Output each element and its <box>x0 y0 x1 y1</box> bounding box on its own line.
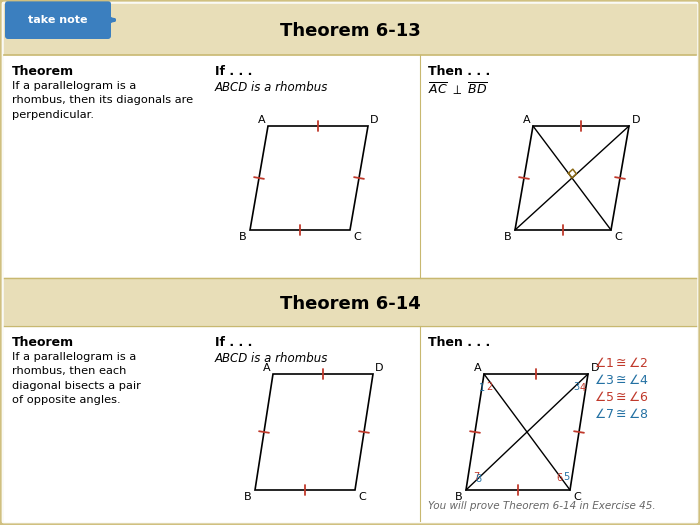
Text: B: B <box>239 232 247 242</box>
FancyBboxPatch shape <box>5 1 111 39</box>
Text: A: A <box>474 363 482 373</box>
Text: If . . .: If . . . <box>215 65 253 78</box>
Text: ABCD is a rhombus: ABCD is a rhombus <box>215 81 328 94</box>
Text: $\angle3 \cong \angle4$: $\angle3 \cong \angle4$ <box>594 373 649 387</box>
Text: 6: 6 <box>556 473 562 483</box>
Text: 2: 2 <box>486 382 492 392</box>
Text: C: C <box>353 232 361 242</box>
Text: $\angle7 \cong \angle8$: $\angle7 \cong \angle8$ <box>594 407 649 421</box>
Text: 5: 5 <box>563 472 569 482</box>
Text: If . . .: If . . . <box>215 336 253 349</box>
Text: Theorem 6-14: Theorem 6-14 <box>279 295 421 313</box>
Bar <box>4 4 696 55</box>
Text: D: D <box>631 115 640 125</box>
Text: Then . . .: Then . . . <box>428 65 490 78</box>
Text: 3: 3 <box>573 382 579 392</box>
Text: Theorem: Theorem <box>12 65 74 78</box>
Text: You will prove Theorem 6-14 in Exercise 45.: You will prove Theorem 6-14 in Exercise … <box>428 501 656 511</box>
Text: 8: 8 <box>475 474 481 484</box>
Text: C: C <box>573 492 581 502</box>
Text: $\angle1 \cong \angle2$: $\angle1 \cong \angle2$ <box>594 356 648 370</box>
Text: C: C <box>358 492 366 502</box>
Text: $\overline{AC}\ \perp\ \overline{BD}$: $\overline{AC}\ \perp\ \overline{BD}$ <box>428 82 488 98</box>
Text: 1: 1 <box>479 383 485 393</box>
Text: Then . . .: Then . . . <box>428 336 490 349</box>
Text: Theorem: Theorem <box>12 336 74 349</box>
Bar <box>4 278 696 326</box>
Text: A: A <box>263 363 271 373</box>
Text: If a parallelogram is a
rhombus, then its diagonals are
perpendicular.: If a parallelogram is a rhombus, then it… <box>12 81 193 120</box>
Text: D: D <box>370 115 378 125</box>
Text: take note: take note <box>28 15 88 25</box>
Text: 4: 4 <box>580 383 586 393</box>
Text: $\angle5 \cong \angle6$: $\angle5 \cong \angle6$ <box>594 390 649 404</box>
Text: B: B <box>244 492 252 502</box>
Text: A: A <box>523 115 531 125</box>
Bar <box>4 326 696 521</box>
Text: B: B <box>455 492 463 502</box>
Text: C: C <box>614 232 622 242</box>
Text: B: B <box>504 232 512 242</box>
Text: ABCD is a rhombus: ABCD is a rhombus <box>215 352 328 365</box>
Text: D: D <box>591 363 599 373</box>
Text: D: D <box>374 363 384 373</box>
Bar <box>4 55 696 278</box>
Text: A: A <box>258 115 266 125</box>
Text: 7: 7 <box>473 472 479 482</box>
Text: Theorem 6-13: Theorem 6-13 <box>279 23 421 40</box>
Text: If a parallelogram is a
rhombus, then each
diagonal bisects a pair
of opposite a: If a parallelogram is a rhombus, then ea… <box>12 352 141 405</box>
